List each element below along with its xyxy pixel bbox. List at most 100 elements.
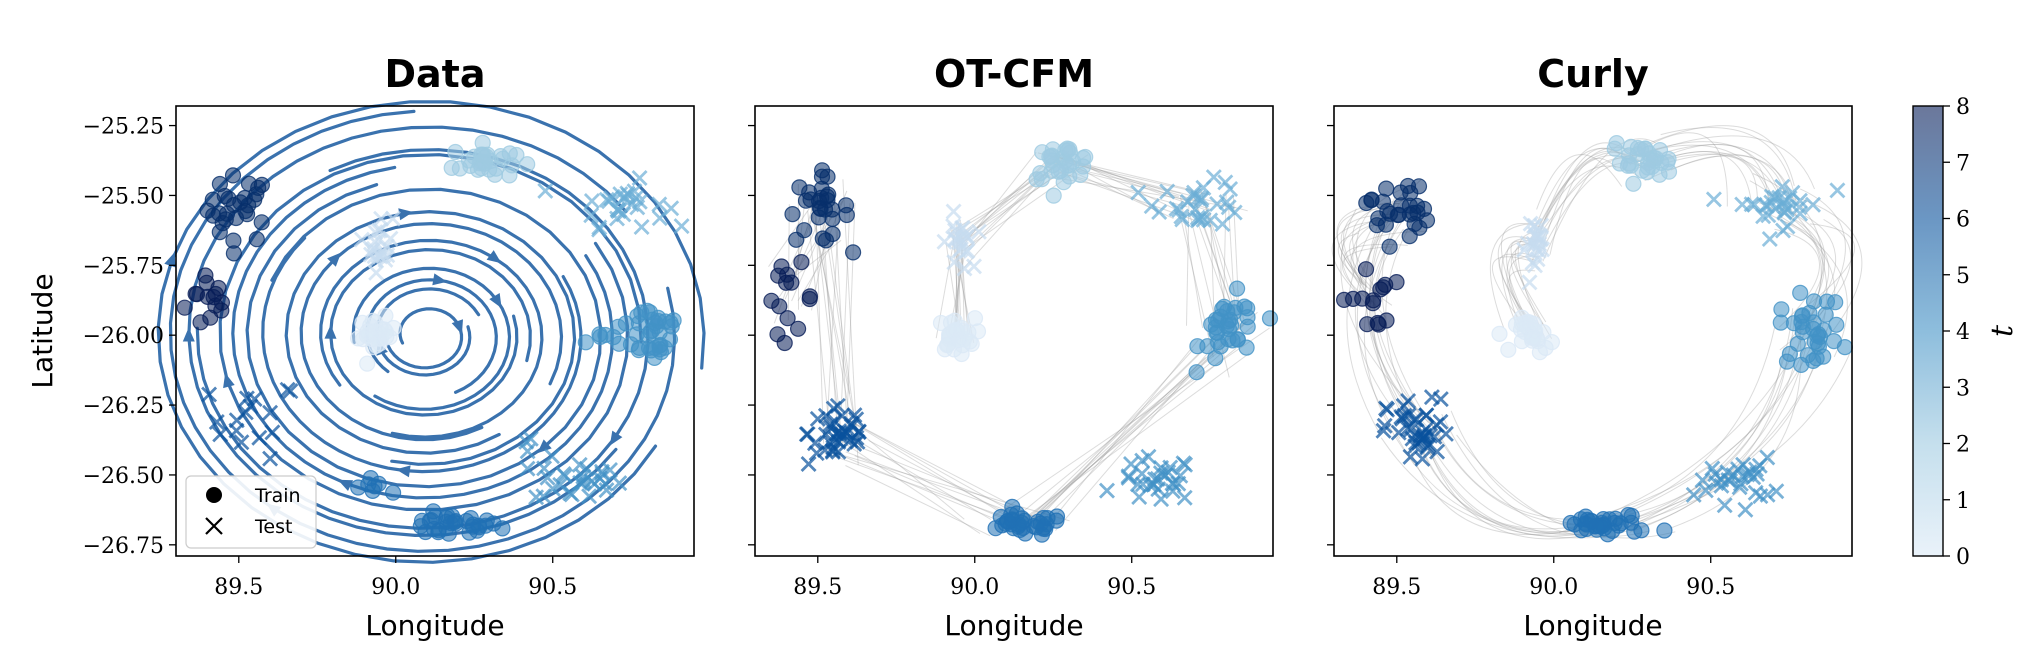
trajectory [1429, 414, 1622, 520]
trajectory [1501, 222, 1541, 322]
trajectory [1417, 442, 1584, 530]
trajectory [1354, 217, 1411, 430]
data-point [1523, 329, 1540, 346]
data-point [1755, 208, 1772, 225]
data-point [575, 473, 592, 490]
data-point [1188, 364, 1205, 381]
data-point [1061, 141, 1078, 158]
data-point [1222, 181, 1239, 197]
data-point [1792, 284, 1809, 301]
data-point [938, 337, 956, 354]
data-point [1129, 476, 1146, 493]
data-point [1152, 465, 1169, 482]
y-tick-label: −26.50 [83, 464, 164, 489]
trajectory [1660, 127, 1797, 201]
trajectory [1024, 357, 1206, 530]
data-point [1606, 140, 1623, 157]
data-point [501, 145, 518, 162]
data-point [1739, 466, 1756, 483]
data-point [1099, 482, 1115, 499]
data-point [1003, 506, 1020, 523]
data-point [1533, 217, 1550, 234]
data-point [1199, 338, 1216, 355]
trajectory [1070, 168, 1179, 197]
data-point [844, 244, 862, 261]
trajectory [1004, 353, 1250, 534]
trajectory [819, 189, 851, 394]
trajectory [1670, 155, 1758, 202]
data-point [966, 310, 984, 327]
data-point [1805, 352, 1822, 369]
data-point [359, 355, 376, 372]
trajectory [807, 210, 831, 435]
data-point [201, 386, 218, 403]
data-point [1423, 389, 1440, 406]
colorbar-gradient [1912, 105, 1944, 557]
data-point [1806, 333, 1823, 350]
trajectory [1510, 240, 1547, 323]
data-point [1725, 467, 1742, 484]
streamline-arrow [609, 430, 623, 446]
trajectory [804, 180, 862, 450]
trajectory [845, 465, 991, 537]
data-point [1737, 501, 1754, 518]
data-point [1153, 459, 1170, 476]
trajectory [1625, 348, 1853, 526]
data-point [1164, 483, 1181, 500]
data-point [1358, 316, 1376, 333]
data-point [591, 219, 608, 236]
data-point [1176, 489, 1193, 506]
colorbar-tick-label: 4 [1956, 320, 1970, 345]
data-point [212, 426, 229, 443]
x-axis-ticks: 89.5 90.0 90.5 [1372, 556, 1735, 600]
data-point [1791, 199, 1808, 216]
data-point [1639, 159, 1657, 176]
data-point [1530, 242, 1547, 259]
trajectory [843, 416, 1011, 519]
trajectory [1011, 349, 1222, 522]
data-point [208, 414, 225, 430]
trajectory [1336, 207, 1401, 287]
data-point [1363, 191, 1380, 208]
data-point [1827, 294, 1844, 311]
data-point [769, 326, 786, 343]
data-point [970, 223, 987, 240]
trajectory [1055, 323, 1234, 531]
x-tick-label: 89.5 [214, 575, 263, 600]
data-point [1705, 191, 1722, 208]
data-point [1392, 184, 1409, 201]
data-point [1335, 291, 1353, 308]
data-point [1364, 295, 1382, 312]
data-point [1185, 187, 1201, 204]
trajectory [1542, 138, 1656, 262]
trajectory [1498, 253, 1537, 328]
colorbar-tick-label: 2 [1956, 433, 1970, 458]
streamline-arrow [337, 479, 354, 491]
data-point [1734, 196, 1751, 213]
colorbar-label: t [1985, 324, 2020, 337]
x-axis-ticks: 89.5 90.0 90.5 [793, 556, 1156, 600]
data-point [1429, 443, 1446, 460]
data-point [1205, 169, 1222, 186]
x-tick-label: 90.5 [528, 575, 577, 600]
data-point [1697, 482, 1714, 499]
data-point [1748, 461, 1764, 478]
data-point [1716, 497, 1733, 514]
data-point [1174, 211, 1191, 228]
data-point [238, 390, 255, 407]
trajectory [1177, 207, 1214, 358]
data-point [1045, 187, 1062, 204]
data-point [571, 456, 588, 473]
data-point [830, 433, 847, 450]
data-point [228, 412, 245, 429]
data-point [610, 318, 627, 335]
trajectory [1635, 308, 1794, 524]
data-point [1778, 353, 1796, 370]
data-point [1028, 519, 1045, 536]
data-point [611, 202, 628, 219]
trajectory [1666, 153, 1797, 218]
data-point [1632, 141, 1650, 158]
data-point [202, 309, 219, 326]
data-point [1207, 350, 1224, 367]
x-axis-label: Longitude [365, 609, 504, 642]
